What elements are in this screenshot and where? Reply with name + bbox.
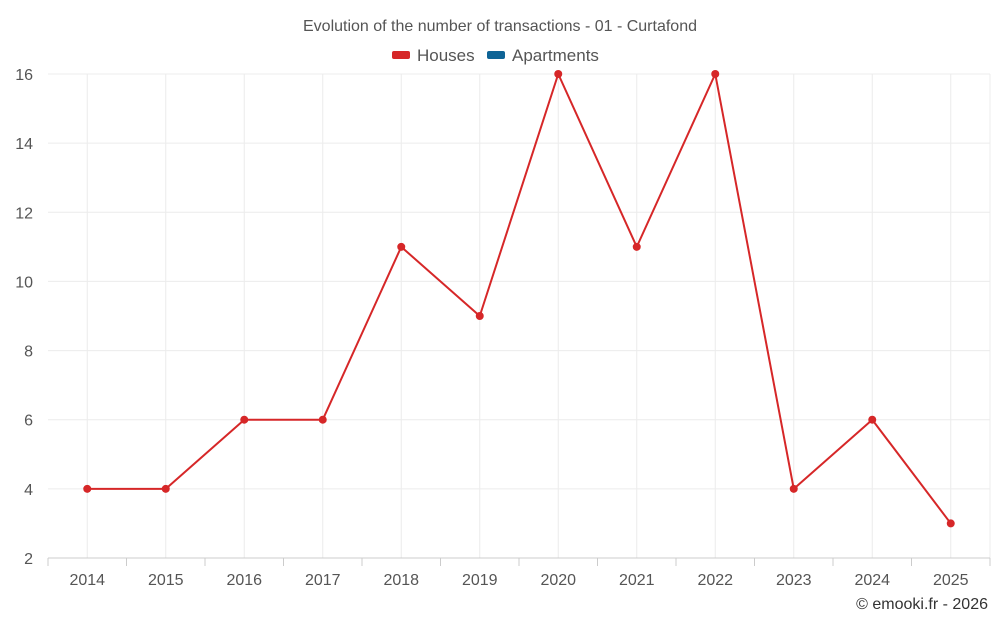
y-axis: 2 4 6 8 10 12 14 16 (15, 67, 33, 568)
y-tick-label: 14 (15, 136, 33, 153)
data-point-houses-2021[interactable] (632, 242, 641, 251)
legend-swatch-houses (392, 51, 410, 59)
x-tick-label: 2014 (69, 572, 105, 589)
credit-text: © emooki.fr - 2026 (856, 596, 988, 613)
x-tick-label: 2021 (619, 572, 655, 589)
data-point-houses-2025[interactable] (946, 519, 955, 528)
y-tick-label: 16 (15, 67, 33, 84)
data-point-houses-2018[interactable] (397, 242, 406, 251)
x-tick-label: 2022 (697, 572, 733, 589)
y-tick-label: 2 (24, 551, 33, 568)
series-line-houses (87, 73, 952, 525)
data-point-houses-2022[interactable] (711, 70, 720, 78)
data-point-houses-2014[interactable] (83, 484, 92, 493)
data-point-houses-2015[interactable] (161, 484, 170, 493)
chart-title: Evolution of the number of transactions … (303, 18, 697, 35)
data-point-houses-2020[interactable] (554, 70, 563, 78)
x-tick-label: 2020 (540, 572, 576, 589)
x-tick-label: 2025 (933, 572, 969, 589)
data-point-houses-2017[interactable] (318, 415, 327, 424)
x-tick-label: 2018 (383, 572, 419, 589)
x-tick-label: 2024 (854, 572, 890, 589)
legend-label-apartments: Apartments (512, 46, 599, 65)
x-tick-label: 2023 (776, 572, 812, 589)
y-tick-label: 6 (24, 413, 33, 430)
data-point-houses-2016[interactable] (240, 415, 249, 424)
legend-item-apartments[interactable]: Apartments (487, 46, 599, 65)
y-tick-label: 10 (15, 274, 33, 291)
y-tick-label: 4 (24, 482, 33, 499)
y-tick-label: 12 (15, 205, 33, 222)
data-point-houses-2019[interactable] (475, 312, 484, 320)
x-tick-label: 2015 (148, 572, 184, 589)
data-point-houses-2023[interactable] (789, 484, 798, 493)
legend: Houses Apartments (392, 46, 599, 65)
data-point-houses-2024[interactable] (868, 415, 877, 424)
legend-item-houses[interactable]: Houses (392, 46, 475, 65)
grid (48, 73, 991, 558)
x-tick-label: 2016 (226, 572, 262, 589)
legend-label-houses: Houses (417, 46, 475, 65)
series-houses (83, 70, 955, 528)
y-tick-label: 8 (24, 344, 33, 361)
x-tick-label: 2019 (462, 572, 498, 589)
x-tick-label: 2017 (305, 572, 341, 589)
x-axis: 2014 2015 2016 2017 2018 2019 2020 2021 2022 2023… (47, 557, 991, 589)
legend-swatch-apartments (487, 51, 505, 59)
